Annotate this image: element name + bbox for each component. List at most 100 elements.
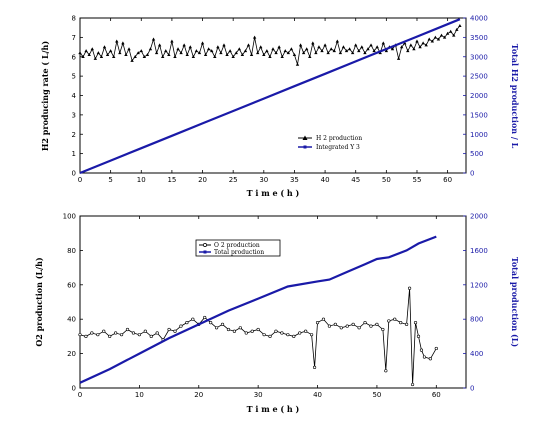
data-point [347,47,352,51]
y-tick-label-right: 0 [470,170,474,178]
y-axis-title-left: O2 production (L/h) [34,257,44,347]
legend-marker-h2 [302,135,308,140]
data-point [142,54,147,58]
data-point [439,33,444,37]
h2-chart: 0 5 10 15 20 25 30 35 40 45 50 55 600123456780500100… [40,15,520,199]
data-point [250,329,254,333]
data-point [249,53,254,57]
data-point [458,23,462,27]
data-point [78,333,82,337]
data-point [256,327,260,332]
y-axis-title-left: H2 producing rate ( L/h) [40,41,50,151]
data-point [354,43,358,47]
data-point [125,327,130,332]
data-point [292,334,296,339]
data-point [161,54,165,58]
data-point [203,315,207,320]
x-axis-title: T i m e ( h ) [247,404,300,414]
data-point [84,334,88,339]
series-group [78,18,462,175]
data-point [335,39,340,43]
data-point [173,329,177,333]
data-point [283,49,287,53]
data-point [433,35,438,39]
data-point [81,54,85,58]
x-tick-label: 55 [413,176,422,184]
data-point [333,322,337,326]
data-point [219,51,223,55]
data-point [339,326,343,330]
tick-group: 0 5 10 15 20 25 30 35 40 45 50 55 600123456780500100… [72,15,488,185]
data-point [351,322,355,326]
data-point [427,37,431,41]
data-point [240,53,245,57]
data-point [384,49,389,53]
data-point [87,53,91,57]
x-tick-label: 10 [135,391,144,399]
data-point [244,331,248,335]
data-point [292,53,297,57]
data-point [167,53,171,57]
data-point [345,324,349,328]
legend-label-total: Total production [214,249,264,256]
x-tick-label: 40 [313,391,322,399]
x-tick-label: 20 [194,391,203,399]
y-tick-label-left: 20 [67,350,76,358]
data-point [131,331,136,335]
data-point [262,333,266,337]
data-point [308,54,312,58]
legend-marker-total [203,250,207,254]
y-tick-label-right: 400 [470,350,483,358]
data-point [84,49,88,53]
data-point [403,41,407,45]
data-point [124,53,128,57]
data-point [197,51,202,55]
data-point [311,41,315,45]
data-point [396,56,401,60]
x-tick-label: 40 [321,176,330,184]
data-point [430,39,435,43]
data-point [405,322,409,326]
data-point [455,27,459,31]
x-axis-title: T i m e ( h ) [247,188,300,198]
data-point [369,324,373,328]
y-tick-label-right: 1600 [470,247,488,255]
data-point [418,45,422,49]
data-point [203,53,208,57]
data-point [232,329,236,333]
data-point [222,43,226,47]
data-point [375,45,379,49]
data-point [209,321,213,325]
data-point [326,51,330,55]
y-axis-title-right: Total production (L) [510,257,520,348]
tick-group: 0 10 20 30 40 50 60 0 20 40 60 80 100 0 400 800 1200 1600… [63,213,488,400]
y-tick-label-left: 0 [72,170,76,178]
data-point [93,56,98,60]
data-point [421,41,425,45]
data-point [274,329,278,333]
data-point [410,382,415,387]
data-point [372,49,376,53]
data-point [413,321,418,325]
data-point [182,43,186,47]
y-tick-label-left: 6 [72,53,77,61]
x-tick-label: 15 [167,176,176,184]
data-point [422,355,427,359]
data-point [321,317,326,321]
y-tick-label-right: 3000 [470,53,488,61]
data-point [271,47,275,51]
y-tick-label-left: 8 [72,15,76,23]
data-point [226,327,231,332]
y-tick-label-left: 0 [72,385,76,393]
data-point [327,324,332,328]
x-tick-label: 0 [78,176,82,184]
y-axis-title-right: Total H2 production / L [510,44,520,149]
data-point [315,321,320,325]
data-point [375,322,379,326]
y-tick-label-right: 2500 [470,73,488,81]
data-point [213,54,217,58]
data-point [445,31,450,35]
data-point [143,329,147,333]
x-tick-label: 0 [78,391,82,399]
data-point [228,49,232,53]
